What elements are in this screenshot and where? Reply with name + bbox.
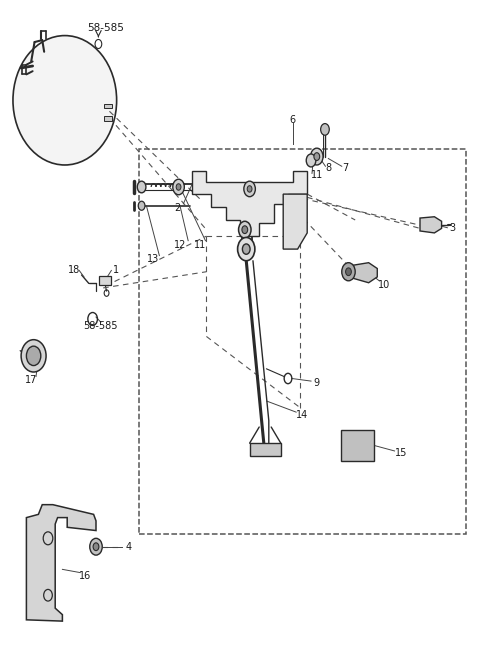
Circle shape — [321, 124, 329, 135]
Circle shape — [173, 179, 184, 195]
Text: 2: 2 — [174, 203, 181, 214]
Circle shape — [137, 181, 146, 193]
Circle shape — [176, 184, 181, 190]
Circle shape — [242, 226, 248, 234]
Text: 13: 13 — [146, 254, 159, 264]
Bar — [104, 104, 112, 108]
Text: 14: 14 — [296, 410, 309, 421]
Circle shape — [244, 181, 255, 197]
Bar — [250, 443, 281, 456]
Text: 4: 4 — [125, 542, 131, 552]
Circle shape — [247, 186, 252, 192]
Polygon shape — [26, 505, 96, 621]
Circle shape — [311, 148, 323, 165]
Circle shape — [342, 263, 355, 281]
Circle shape — [26, 346, 41, 366]
Circle shape — [90, 538, 102, 555]
Text: 7: 7 — [342, 163, 349, 173]
Circle shape — [238, 237, 255, 261]
Bar — [99, 276, 111, 285]
Text: 10: 10 — [378, 280, 390, 290]
Ellipse shape — [21, 340, 46, 372]
Circle shape — [306, 154, 316, 167]
Ellipse shape — [13, 36, 117, 165]
Text: 16: 16 — [79, 571, 92, 581]
Circle shape — [239, 221, 251, 238]
Polygon shape — [283, 194, 307, 249]
Circle shape — [242, 244, 250, 254]
Text: 11: 11 — [194, 239, 206, 250]
Bar — [341, 430, 374, 461]
Text: 11: 11 — [311, 170, 323, 180]
Polygon shape — [353, 263, 377, 283]
Text: 12: 12 — [174, 239, 186, 250]
Text: 18: 18 — [68, 265, 81, 276]
Polygon shape — [420, 217, 442, 233]
Text: 17: 17 — [25, 375, 37, 386]
Bar — [104, 116, 112, 121]
Text: 3: 3 — [449, 223, 455, 234]
Circle shape — [314, 153, 320, 160]
Text: 8: 8 — [326, 163, 332, 173]
Polygon shape — [192, 171, 307, 236]
Text: 1: 1 — [113, 265, 119, 276]
Text: 5: 5 — [241, 248, 248, 259]
Text: 9: 9 — [314, 378, 320, 388]
Circle shape — [138, 201, 145, 210]
Bar — [139, 149, 466, 534]
Circle shape — [346, 268, 351, 276]
Text: 6: 6 — [290, 115, 296, 125]
Text: 15: 15 — [395, 448, 407, 458]
Circle shape — [93, 543, 99, 551]
Text: 58-585: 58-585 — [87, 23, 124, 33]
Text: 58-585: 58-585 — [84, 321, 118, 331]
